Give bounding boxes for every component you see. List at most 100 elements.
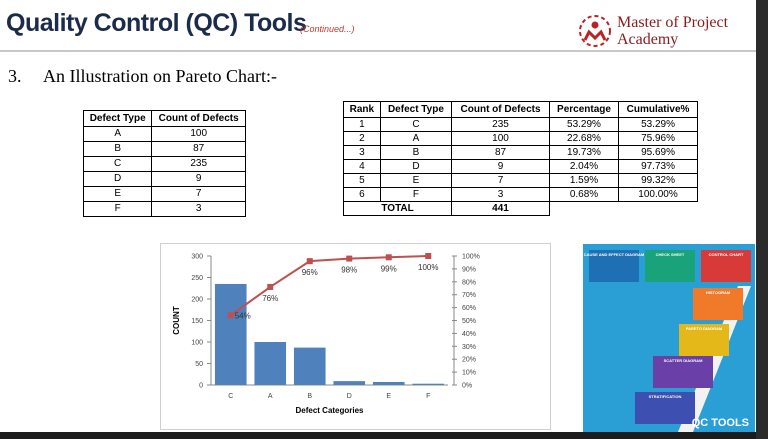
column-header: Defect Type: [82, 110, 153, 127]
edge: [756, 0, 768, 439]
bar: [412, 383, 445, 385]
table-row: 1 C 235 53.29% 53.29%: [343, 117, 698, 132]
table-row: 4 D 9 2.04% 97.73%: [343, 159, 698, 174]
table-cell: 19.73%: [548, 145, 620, 160]
x-tick-label: F: [426, 393, 430, 400]
y2-tick-label: 20%: [462, 357, 476, 364]
logo-icon: [579, 15, 611, 47]
table-cell: 3: [343, 145, 381, 160]
divider: [0, 50, 756, 52]
data-label: 96%: [302, 268, 318, 277]
table-cell: 0.68%: [548, 187, 620, 202]
x-tick-label: C: [228, 393, 233, 400]
subtitle: (Continued...): [300, 24, 355, 34]
bar: [214, 283, 247, 385]
table-cell: 53.29%: [548, 117, 620, 132]
table-cell: 9: [151, 171, 246, 187]
y2-tick-label: 0%: [462, 383, 472, 390]
line-marker: [346, 255, 353, 262]
data-label: 76%: [262, 294, 278, 303]
table-cell: B: [379, 145, 453, 160]
y2-tick-label: 10%: [462, 370, 476, 377]
table-cell: 97.73%: [618, 159, 698, 174]
table-cell: D: [82, 171, 153, 187]
cumulative-line: [230, 255, 429, 317]
column-header: Count of Defects: [451, 101, 550, 118]
pareto-chart: 0 50 100 150 200 250 300 0% 10% 20% 30% 40% 50% 60% 70…: [172, 253, 480, 415]
y2-tick-label: 60%: [462, 305, 476, 312]
table-cell: 235: [451, 117, 550, 132]
y2-tick-label: 40%: [462, 331, 476, 338]
bar: [293, 347, 326, 385]
table-cell: 7: [151, 186, 246, 202]
table-cell: F: [82, 201, 153, 217]
table-cell: 2.04%: [548, 159, 620, 174]
table-cell: 9: [451, 159, 550, 174]
table-cell: E: [82, 186, 153, 202]
tool-label: CAUSE AND EFFECT DIAGRAM: [584, 252, 645, 257]
line-marker: [385, 254, 392, 261]
total-value: 441: [451, 201, 550, 216]
data-label: 98%: [341, 266, 357, 275]
y2-tick-label: 30%: [462, 344, 476, 351]
empty-cell: [619, 202, 698, 216]
section-heading: An Illustration on Pareto Chart:-: [43, 66, 277, 86]
header-row: Defect Type Count of Defects: [82, 110, 246, 127]
logo-text: Master of Project: [617, 14, 729, 31]
table-cell: B: [82, 141, 153, 157]
y-tick-label: 50: [195, 361, 203, 368]
section-number: 3.: [8, 66, 22, 86]
y-tick-label: 100: [191, 340, 203, 347]
table-row: A 100: [82, 126, 246, 142]
line-marker: [306, 258, 313, 265]
total-label: TOTAL: [342, 201, 453, 216]
y2-tick-label: 70%: [462, 292, 476, 299]
table-row: B 87: [82, 141, 246, 157]
tool-label: CONTROL CHART: [709, 252, 744, 257]
line-marker: [227, 312, 234, 319]
column-header: Defect Type: [379, 101, 453, 118]
line-marker: [267, 283, 274, 290]
y-axis-label: COUNT: [172, 306, 181, 335]
empty-cell: [549, 202, 618, 216]
defect-table: Defect Type Count of Defects A 100 B 87 C 235 D 9…: [82, 110, 246, 217]
y-tick-label: 200: [191, 297, 203, 304]
table-cell: C: [82, 156, 153, 172]
table-cell: A: [82, 126, 153, 142]
table-cell: 75.96%: [618, 131, 698, 146]
logo-text: Academy: [617, 31, 679, 48]
column-header: Cumulative%: [618, 101, 698, 118]
table-cell: 6: [343, 187, 381, 202]
x-axis-label: Defect Categories: [295, 406, 364, 415]
tool-label: STRATIFICATION: [649, 394, 682, 399]
y-tick-label: 250: [191, 275, 203, 282]
tool-label: CHECK SHEET: [656, 252, 685, 257]
y2-tick-label: 80%: [462, 279, 476, 286]
table-cell: F: [379, 187, 453, 202]
table-cell: 22.68%: [548, 131, 620, 146]
table-cell: 87: [151, 141, 246, 157]
table-cell: 1: [343, 117, 381, 132]
bar: [372, 381, 405, 385]
qc-tools-graphic: CAUSE AND EFFECT DIAGRAM CHECK SHEET CONTR…: [583, 244, 755, 432]
y2-tick-label: 50%: [462, 318, 476, 325]
table-cell: 5: [343, 173, 381, 188]
tool-label: PARETO DIAGRAM: [686, 326, 723, 331]
table-cell: 99.32%: [618, 173, 698, 188]
y2-tick-label: 100%: [462, 254, 480, 261]
table-cell: 100: [451, 131, 550, 146]
table-row: 3 B 87 19.73% 95.69%: [343, 145, 698, 160]
x-tick-label: B: [307, 393, 312, 400]
y-tick-label: 300: [191, 254, 203, 261]
table-row: 2 A 100 22.68% 75.96%: [343, 131, 698, 146]
table-cell: 95.69%: [618, 145, 698, 160]
table-cell: D: [379, 159, 453, 174]
bar: [333, 381, 366, 385]
table-cell: 235: [151, 156, 246, 172]
table-cell: 1.59%: [548, 173, 620, 188]
tool-label: SCATTER DIAGRAM: [664, 358, 703, 363]
x-tick-label: E: [386, 393, 391, 400]
